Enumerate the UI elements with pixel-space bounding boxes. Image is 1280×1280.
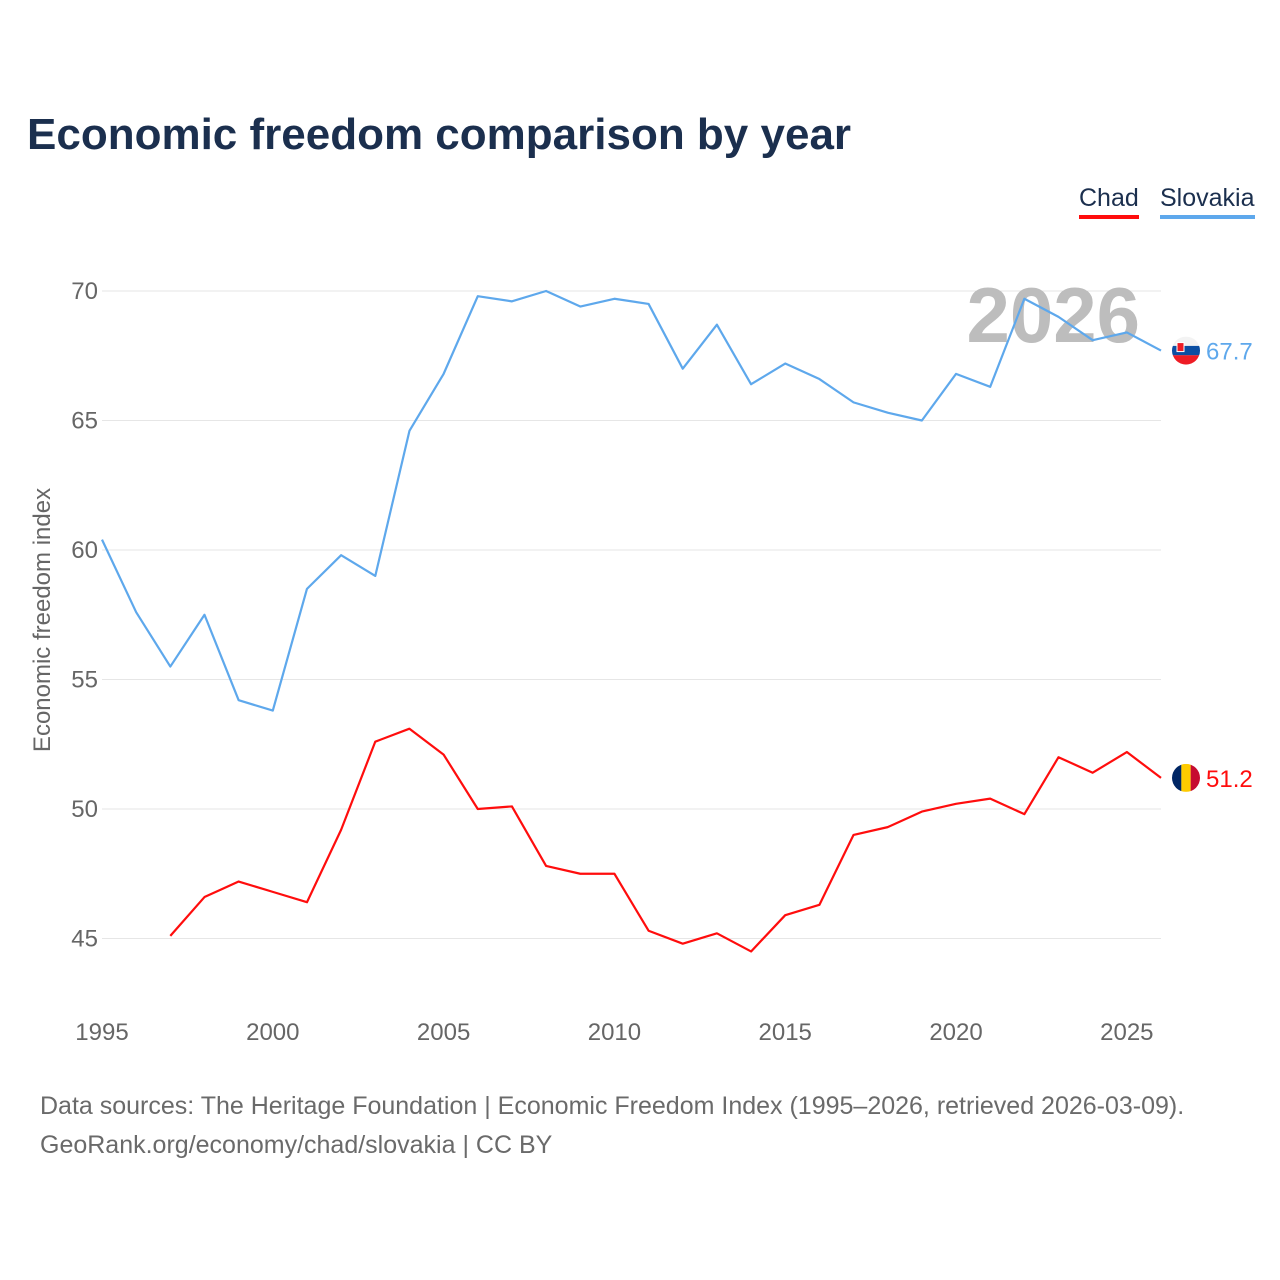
chart-title: Economic freedom comparison by year: [27, 110, 852, 159]
x-tick-label: 2010: [588, 1019, 641, 1046]
flag-stripe: [1172, 763, 1182, 792]
flag-chad-icon: [1172, 763, 1200, 792]
flag-stripe: [1172, 355, 1200, 365]
flag-stripe: [1190, 763, 1200, 792]
x-tick-label: 1995: [75, 1019, 128, 1046]
x-tick-label: 2015: [759, 1019, 812, 1046]
flag-body: [1172, 336, 1200, 365]
y-tick-label: 70: [71, 278, 98, 305]
source-line-2[interactable]: GeoRank.org/economy/chad/slovakia | CC B…: [40, 1131, 553, 1159]
y-tick-label: 65: [71, 408, 98, 435]
flag-stripe: [1172, 336, 1200, 346]
flag-emblem: [1176, 342, 1185, 353]
flag-body: [1172, 763, 1200, 792]
end-value-label-chad: 51.2: [1206, 766, 1253, 793]
source-note: Data sources: The Heritage Foundation | …: [40, 1087, 1184, 1165]
x-tick-label: 2020: [929, 1019, 982, 1046]
legend-slovakia[interactable]: Slovakia: [1160, 184, 1255, 219]
y-tick-label: 50: [71, 796, 98, 823]
y-axis-label: Economic freedom index: [29, 488, 56, 752]
y-tick-label: 60: [71, 537, 98, 564]
series-line-slovakia: [101, 289, 1162, 712]
x-tick-label: 2000: [246, 1019, 299, 1046]
y-tick-label: 55: [71, 667, 98, 694]
flag-stripe: [1181, 763, 1191, 792]
x-tick-label: 2005: [417, 1019, 470, 1046]
y-tick-label: 45: [71, 926, 98, 953]
end-value-label-slovakia: 67.7: [1206, 339, 1253, 366]
flag-stripe: [1172, 345, 1200, 356]
flag-slovakia-icon: [1172, 336, 1200, 365]
x-tick-label: 2025: [1100, 1019, 1153, 1046]
legend-chad[interactable]: Chad: [1079, 184, 1139, 219]
source-line-1: Data sources: The Heritage Foundation | …: [40, 1092, 1185, 1120]
series-line-chad: [169, 727, 1162, 953]
